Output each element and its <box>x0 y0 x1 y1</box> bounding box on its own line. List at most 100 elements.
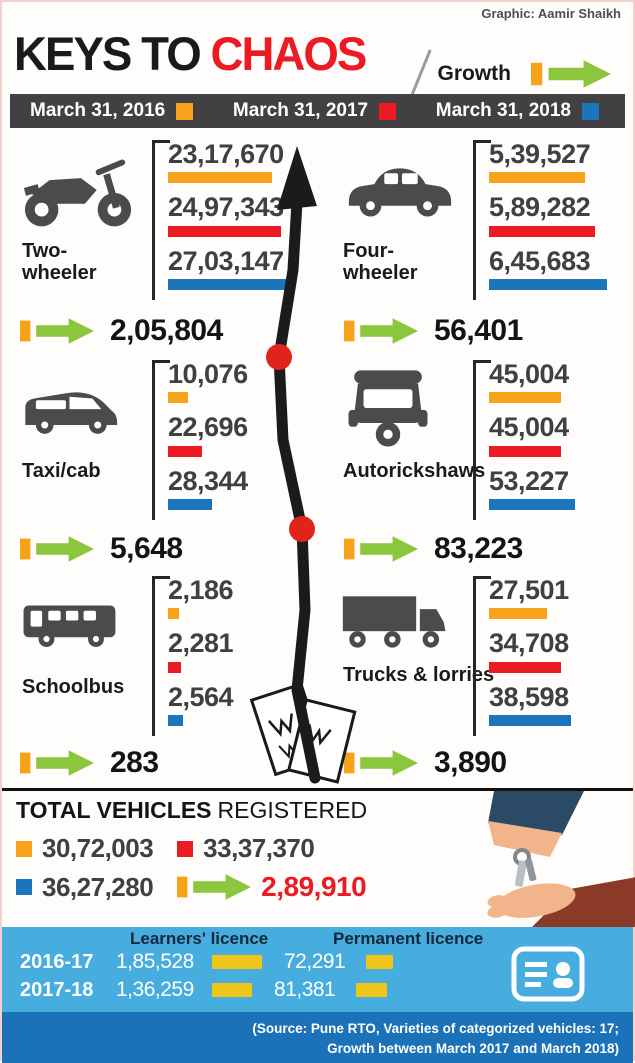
values-taxi-cab: 10,076 22,696 28,344 <box>152 359 248 521</box>
growth-value: 56,401 <box>434 314 523 347</box>
legend-2018-swatch <box>581 102 599 120</box>
bar-2018 <box>168 499 212 511</box>
value-2018: 27,03,147 <box>168 245 284 276</box>
value-2018: 38,598 <box>489 681 569 712</box>
col-learners: Learners' licence <box>130 929 269 948</box>
value-2016: 45,004 <box>489 359 569 389</box>
label-taxi-cab: Taxi/cab <box>22 460 101 482</box>
bar-2018 <box>168 715 183 727</box>
growth-arrow-icon <box>344 535 418 563</box>
bar-2017 <box>168 661 181 673</box>
total-growth: 2,89,910 <box>261 871 367 902</box>
bar-2016 <box>168 172 272 184</box>
learners-value: 1,36,259 <box>116 978 194 1001</box>
truck-icon <box>341 582 461 668</box>
growth-arrow-icon <box>344 317 418 345</box>
block-two-wheeler: Two- wheeler 23,17,670 24,97,343 27,03,1… <box>14 140 319 314</box>
schoolbus-icon <box>20 582 140 668</box>
growth-schoolbus: 283 <box>20 746 159 780</box>
learners-bar <box>212 955 262 969</box>
bar-2017 <box>489 445 561 457</box>
growth-arrow-icon <box>20 535 94 563</box>
growth-taxi-cab: 5,648 <box>20 532 183 566</box>
total-vehicles-section: TOTAL VEHICLES REGISTERED 30,72,003 33,37… <box>2 791 635 927</box>
source-text: (Source: Pune RTO, Varieties of categori… <box>252 1021 619 1056</box>
legend-2017-swatch <box>379 102 397 120</box>
growth-value: 5,648 <box>110 532 183 565</box>
bar-2016 <box>489 608 547 620</box>
value-2017: 2,281 <box>168 628 234 659</box>
growth-arrow-icon <box>177 873 251 901</box>
total-2018: 36,27,280 <box>42 871 154 902</box>
growth-key: Growth <box>408 48 620 100</box>
values-schoolbus: 2,186 2,281 2,564 <box>152 576 234 737</box>
value-2018: 2,564 <box>168 681 234 712</box>
col-permanent: Permanent licence <box>333 929 484 948</box>
legend-2016-swatch <box>176 102 194 120</box>
legend-2017-label: March 31, 2017 <box>232 100 369 121</box>
value-2017: 45,004 <box>489 412 569 443</box>
year-label: 2016-17 <box>20 950 94 973</box>
value-2017: 5,89,282 <box>489 192 591 223</box>
growth-trucks-lorries: 3,890 <box>344 746 507 780</box>
total-2017: 33,37,370 <box>203 833 315 863</box>
bar-2017 <box>168 445 202 457</box>
growth-value: 3,890 <box>434 746 507 779</box>
value-2018: 6,45,683 <box>489 245 591 276</box>
permanent-bar <box>366 955 393 969</box>
licence-table: Learners' licence Permanent licence 2016… <box>2 927 633 1012</box>
value-2016: 23,17,670 <box>168 139 284 169</box>
bar-2017 <box>489 661 561 673</box>
legend-2018: March 31, 2018 <box>436 100 599 122</box>
swatch-2017 <box>177 840 194 857</box>
block-schoolbus: Schoolbus 2,186 2,281 2,564 <box>14 576 319 750</box>
growth-value: 283 <box>110 746 159 779</box>
value-2016: 27,501 <box>489 575 569 605</box>
growth-value: 2,05,804 <box>110 314 223 347</box>
growth-value: 83,223 <box>434 532 523 565</box>
title-black: KEYS TO <box>14 27 211 80</box>
total-title-bold: TOTAL VEHICLES <box>16 797 212 823</box>
growth-arrow-icon <box>20 749 94 777</box>
title-band: KEYS TO CHAOS Growth <box>14 26 621 99</box>
autorickshaw-icon <box>341 366 461 452</box>
date-legend: March 31, 2016 March 31, 2017 March 31, … <box>10 94 625 128</box>
growth-arrow-icon <box>344 749 418 777</box>
licence-header: Learners' licence Permanent licence <box>2 929 633 949</box>
block-autorickshaws: Autorickshaws 45,004 45,004 53,227 <box>335 360 635 534</box>
total-2016: 30,72,003 <box>42 833 154 863</box>
growth-two-wheeler: 2,05,804 <box>20 314 223 348</box>
growth-autorickshaws: 83,223 <box>344 532 523 566</box>
total-line-1: 30,72,003 33,37,370 <box>16 833 328 864</box>
values-four-wheeler: 5,39,527 5,89,282 6,45,683 <box>473 139 607 301</box>
legend-2016-label: March 31, 2016 <box>30 100 166 121</box>
value-2016: 10,076 <box>168 359 248 389</box>
value-2018: 53,227 <box>489 465 569 496</box>
hands-keys-illustration <box>487 791 635 927</box>
section-divider <box>2 788 633 791</box>
block-trucks-lorries: Trucks & lorries 27,501 34,708 38,598 <box>335 576 635 750</box>
permanent-value: 81,381 <box>274 978 336 1001</box>
bar-2016 <box>489 172 585 184</box>
legend-2018-label: March 31, 2018 <box>435 100 571 121</box>
values-trucks-lorries: 27,501 34,708 38,598 <box>473 575 571 737</box>
permanent-value: 72,291 <box>284 950 346 973</box>
total-line-2: 36,27,280 2,89,910 <box>16 871 367 903</box>
motorcycle-icon <box>20 146 140 232</box>
bar-2017 <box>168 225 281 237</box>
label-two-wheeler: Two- wheeler <box>22 240 97 285</box>
value-2017: 22,696 <box>168 412 248 443</box>
bar-2018 <box>168 279 292 291</box>
year-label: 2017-18 <box>20 978 94 1001</box>
car-icon <box>341 146 461 232</box>
growth-arrow-icon <box>20 317 94 345</box>
legend-2017: March 31, 2017 <box>232 100 397 122</box>
values-autorickshaws: 45,004 45,004 53,227 <box>473 359 575 521</box>
label-four-wheeler: Four- wheeler <box>343 240 418 285</box>
value-2016: 5,39,527 <box>489 139 591 169</box>
total-title-light: REGISTERED <box>217 797 368 823</box>
label-autorickshaws: Autorickshaws <box>343 460 486 482</box>
permanent-bar <box>356 983 387 997</box>
learners-value: 1,85,528 <box>116 950 194 973</box>
